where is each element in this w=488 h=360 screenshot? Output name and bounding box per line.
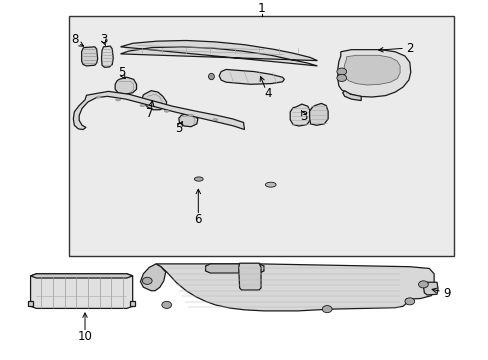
Ellipse shape: [212, 118, 217, 121]
Polygon shape: [115, 77, 136, 94]
Text: 4: 4: [264, 87, 271, 100]
Text: 3: 3: [300, 110, 307, 123]
Circle shape: [142, 277, 152, 284]
Ellipse shape: [194, 177, 203, 181]
Circle shape: [404, 298, 414, 305]
Bar: [69, 16, 453, 256]
Circle shape: [162, 301, 171, 309]
Polygon shape: [81, 47, 98, 66]
Ellipse shape: [208, 73, 214, 80]
Polygon shape: [238, 263, 261, 290]
Text: 1: 1: [257, 2, 265, 15]
Circle shape: [336, 75, 346, 81]
Text: 10: 10: [78, 330, 92, 343]
Polygon shape: [156, 264, 433, 311]
Text: 9: 9: [442, 287, 449, 300]
Text: 3: 3: [100, 33, 107, 46]
Polygon shape: [30, 274, 132, 309]
Text: 7: 7: [145, 108, 153, 121]
Polygon shape: [219, 69, 284, 84]
Text: 6: 6: [194, 213, 202, 226]
Ellipse shape: [140, 104, 144, 107]
Polygon shape: [179, 113, 198, 127]
Polygon shape: [142, 91, 166, 110]
Ellipse shape: [116, 99, 120, 101]
Polygon shape: [140, 264, 165, 291]
Text: 5: 5: [175, 122, 182, 135]
Ellipse shape: [96, 96, 101, 98]
Circle shape: [322, 306, 331, 312]
Polygon shape: [130, 301, 135, 306]
Polygon shape: [342, 91, 361, 100]
Polygon shape: [309, 103, 327, 125]
Polygon shape: [28, 301, 33, 306]
Text: 8: 8: [71, 33, 79, 46]
Ellipse shape: [164, 110, 169, 112]
Text: 5: 5: [118, 66, 125, 79]
Polygon shape: [337, 50, 410, 97]
Polygon shape: [102, 46, 113, 67]
Polygon shape: [120, 40, 317, 66]
Polygon shape: [343, 55, 399, 85]
Polygon shape: [289, 104, 310, 126]
Ellipse shape: [188, 114, 193, 117]
Polygon shape: [205, 264, 264, 273]
Ellipse shape: [265, 182, 276, 187]
Text: 2: 2: [405, 42, 413, 55]
Polygon shape: [73, 91, 244, 130]
Circle shape: [418, 281, 427, 288]
Polygon shape: [30, 274, 132, 278]
Circle shape: [336, 68, 346, 75]
Polygon shape: [423, 282, 437, 295]
